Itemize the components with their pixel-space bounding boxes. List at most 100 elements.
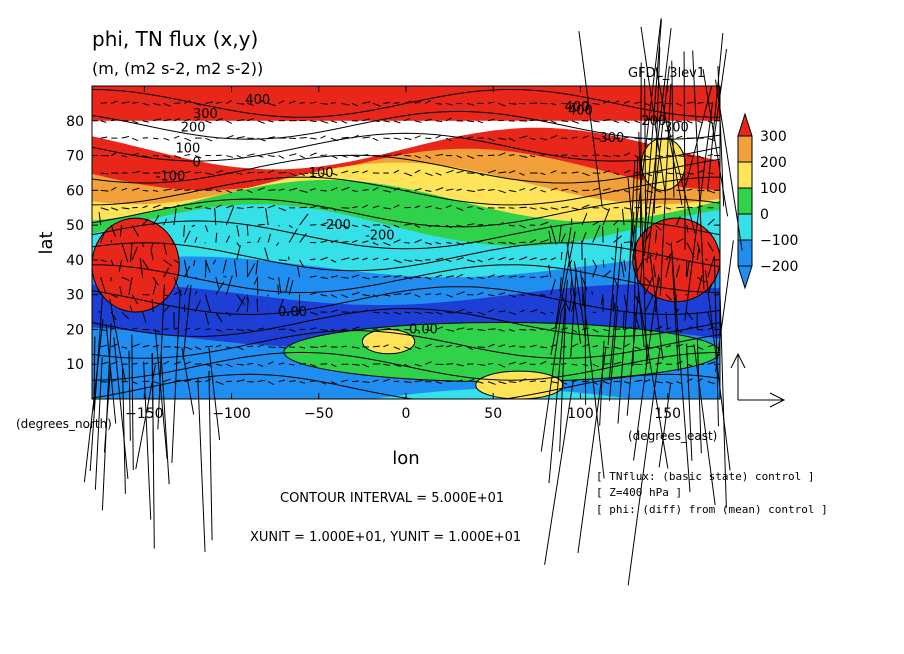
flux-vector bbox=[205, 328, 211, 330]
flux-vector bbox=[184, 265, 191, 278]
flux-vector bbox=[278, 362, 285, 365]
flux-vector bbox=[414, 328, 420, 332]
flux-vector bbox=[351, 170, 359, 174]
flux-vector bbox=[529, 344, 537, 348]
flux-vector bbox=[372, 187, 379, 191]
flux-vector bbox=[288, 228, 298, 243]
flux-vector bbox=[215, 101, 222, 104]
flux-vector bbox=[686, 120, 693, 124]
flux-vector bbox=[508, 137, 516, 142]
flux-vector bbox=[571, 363, 578, 366]
flux-vector bbox=[351, 134, 359, 139]
flux-vector bbox=[477, 172, 485, 177]
flux-vector bbox=[152, 361, 161, 365]
flux-vector bbox=[466, 223, 475, 226]
flux-vector-long bbox=[570, 269, 577, 358]
flux-vector bbox=[309, 275, 317, 278]
flux-vector bbox=[289, 363, 295, 366]
flux-vector bbox=[540, 275, 549, 278]
flux-vector bbox=[194, 236, 198, 243]
flux-vector-long bbox=[584, 257, 587, 405]
flux-vector bbox=[372, 137, 379, 142]
flux-vector bbox=[362, 170, 368, 174]
contour-line bbox=[92, 198, 720, 228]
flux-vector bbox=[205, 172, 214, 176]
flux-vector bbox=[435, 293, 442, 296]
flux-vector bbox=[163, 360, 170, 365]
flux-vector bbox=[100, 277, 107, 294]
flux-vector bbox=[236, 189, 243, 191]
flux-vector bbox=[707, 381, 715, 385]
flux-vector bbox=[435, 274, 443, 278]
y-tick-label: 80 bbox=[66, 114, 84, 130]
flux-vector bbox=[330, 207, 337, 211]
flux-vector bbox=[383, 224, 391, 229]
flux-vector bbox=[121, 242, 129, 263]
flux-vector bbox=[194, 327, 201, 330]
flux-vector bbox=[697, 101, 705, 104]
colorbar-segment bbox=[737, 135, 753, 163]
colorbar-label: −200 bbox=[760, 259, 798, 275]
flux-vector bbox=[163, 137, 170, 141]
flux-vector bbox=[257, 171, 264, 174]
flux-vector bbox=[320, 276, 329, 280]
flux-vector bbox=[435, 172, 442, 176]
flux-vector bbox=[665, 327, 672, 330]
flux-vector-long bbox=[151, 353, 154, 454]
flux-vector bbox=[277, 284, 280, 295]
flux-vector bbox=[372, 276, 379, 278]
flux-vector bbox=[278, 277, 282, 294]
flux-vector bbox=[644, 137, 652, 141]
flux-vector bbox=[278, 207, 286, 212]
flux-vector bbox=[498, 256, 506, 261]
flux-vector bbox=[278, 188, 285, 191]
flux-vector bbox=[246, 297, 249, 313]
flux-vector bbox=[466, 311, 473, 314]
flux-vector bbox=[697, 346, 704, 350]
flux-vector bbox=[435, 135, 441, 139]
flux-vector bbox=[393, 204, 400, 209]
flux-vector bbox=[223, 275, 227, 278]
flux-vector bbox=[592, 363, 599, 368]
yellow-blob-tropics bbox=[361, 328, 416, 355]
flux-vector bbox=[330, 239, 338, 243]
flux-vector bbox=[236, 245, 241, 261]
flux-vector bbox=[205, 137, 213, 142]
flux-vector bbox=[383, 120, 390, 123]
flux-vector bbox=[603, 328, 609, 332]
y-tick-label: 10 bbox=[66, 357, 84, 373]
flux-vector-long bbox=[715, 240, 734, 373]
flux-vector-long bbox=[646, 65, 670, 264]
flux-vector bbox=[205, 207, 212, 210]
flux-vector-long bbox=[181, 347, 195, 415]
flux-vector bbox=[96, 288, 102, 295]
flux-vector bbox=[142, 259, 149, 270]
flux-vector bbox=[446, 188, 454, 191]
flux-vector bbox=[309, 101, 317, 104]
flux-vector bbox=[362, 363, 369, 368]
flux-vector bbox=[613, 346, 622, 350]
flux-vector bbox=[215, 328, 222, 332]
x-axis-ticks: −150 −100 −50 0 50 100 150 bbox=[125, 86, 681, 422]
flux-vector bbox=[142, 205, 148, 209]
flux-vector bbox=[581, 294, 584, 307]
flux-vector bbox=[686, 326, 693, 330]
flux-vector bbox=[151, 299, 154, 313]
flux-vector bbox=[163, 118, 172, 122]
flux-vector bbox=[676, 120, 682, 123]
flux-vector bbox=[278, 224, 280, 227]
flux-vector bbox=[404, 276, 413, 280]
flux-vector-long bbox=[693, 344, 716, 506]
flux-vector bbox=[152, 204, 161, 209]
flux-vector-long bbox=[208, 347, 221, 441]
flux-vector bbox=[268, 155, 275, 157]
flux-vector bbox=[341, 155, 348, 158]
flux-vector bbox=[119, 286, 123, 295]
flux-vector bbox=[383, 207, 391, 210]
flux-vector bbox=[121, 155, 127, 158]
flux-vector bbox=[330, 187, 338, 191]
flux-vector bbox=[226, 120, 233, 124]
flux-vector bbox=[477, 120, 484, 124]
flux-vector bbox=[100, 344, 108, 348]
contour-label: 200 bbox=[181, 121, 206, 136]
